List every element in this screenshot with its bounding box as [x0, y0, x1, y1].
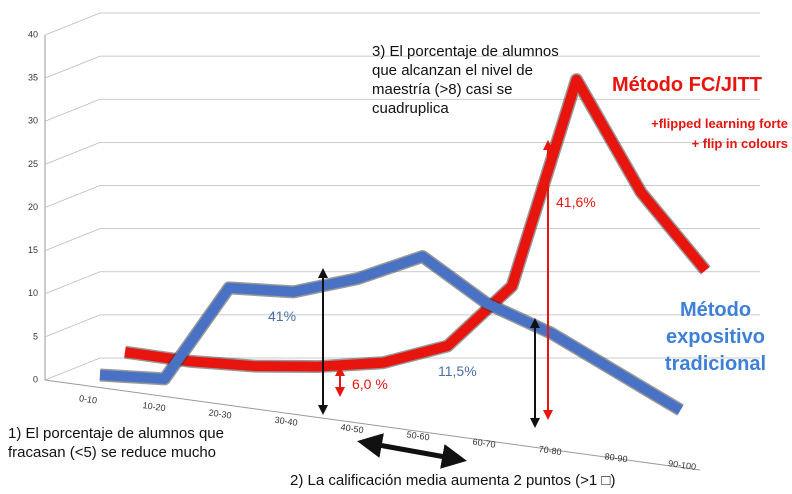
grid-line — [44, 55, 760, 79]
floor — [44, 379, 701, 471]
legend-label: Método FC/JITT — [612, 74, 762, 96]
y-tick-label: 30 — [28, 116, 38, 126]
series-line — [99, 251, 684, 415]
x-tick-label: 10-20 — [142, 400, 166, 413]
y-tick-label: 20 — [28, 202, 38, 212]
grid-line — [44, 357, 760, 381]
percent-label: 11,5% — [438, 363, 477, 379]
grid-line — [44, 228, 760, 251]
y-tick-label: 5 — [33, 331, 38, 341]
annotation: 2) La calificación media aumenta 2 punto… — [290, 472, 616, 489]
percent-label: 6,0 % — [352, 376, 388, 392]
x-tick-label: 70-80 — [538, 444, 562, 457]
annotation: 1) El porcentaje de alumnos que fracasan… — [8, 425, 224, 461]
grid-line — [44, 271, 760, 295]
y-tick-label: 25 — [28, 159, 38, 169]
x-tick-label: 20-30 — [208, 407, 232, 420]
grid-line — [44, 141, 760, 165]
x-tick-label: 0-10 — [78, 393, 97, 405]
x-tick-label: 40-50 — [340, 422, 364, 435]
series-outline — [99, 250, 684, 416]
x-tick-label: 50-60 — [406, 429, 430, 442]
y-tick-label: 0 — [33, 374, 38, 384]
arrows — [318, 140, 553, 469]
x-tick-label: 30-40 — [274, 415, 298, 428]
x-tick-label: 60-70 — [472, 437, 496, 450]
x-tick-label: 90-100 — [668, 458, 697, 472]
y-tick-label: 10 — [28, 288, 38, 298]
legend-note: +flipped learning forte — [651, 116, 788, 131]
arrow — [357, 433, 467, 469]
grid-line — [44, 12, 760, 36]
y-tick-label: 40 — [28, 29, 38, 39]
x-tick-label: 80-90 — [604, 451, 628, 464]
y-tick-label: 35 — [28, 73, 38, 83]
series-line — [124, 74, 710, 372]
percent-label: 41% — [268, 308, 297, 324]
grid-line — [44, 314, 760, 338]
legend-label: Método expositivo tradicional — [664, 299, 767, 375]
y-tick-label: 15 — [28, 245, 38, 255]
percent-label: 41,6% — [556, 194, 596, 210]
annotation: 3) El porcentaje de alumnos que alcanzan… — [372, 43, 559, 117]
grid-line — [44, 98, 760, 122]
legend-note: + flip in colours — [691, 136, 788, 151]
